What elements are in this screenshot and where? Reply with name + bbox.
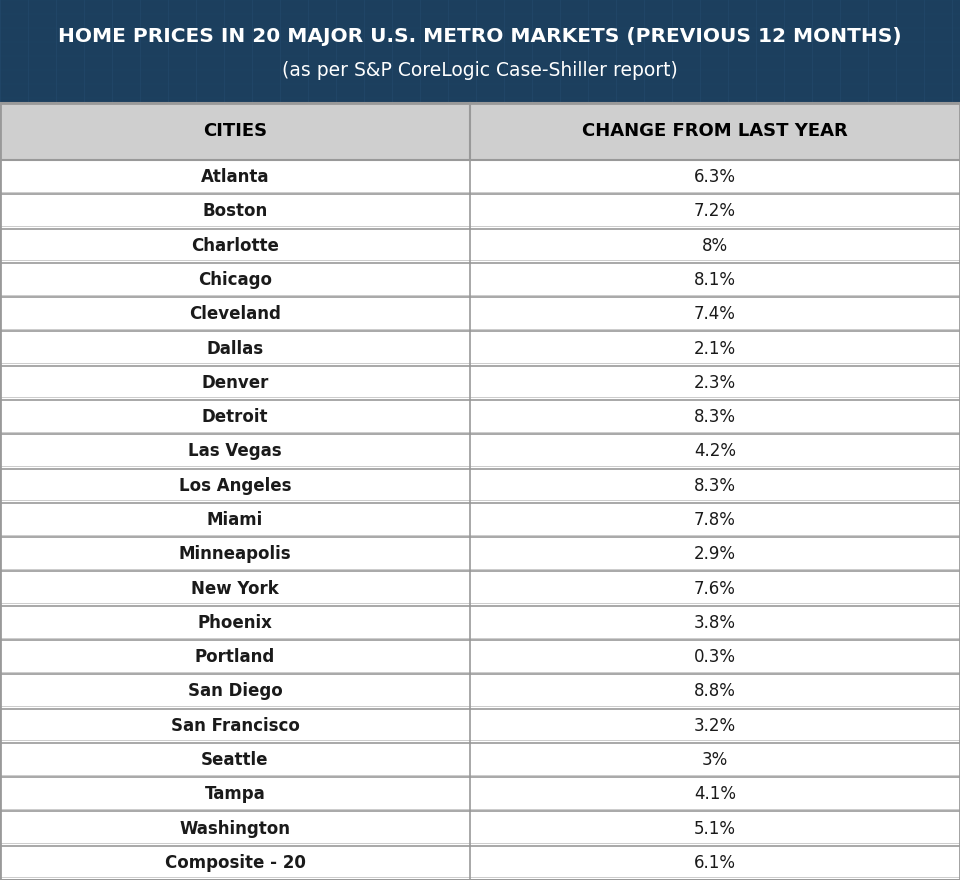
Text: 5.1%: 5.1%: [694, 819, 736, 838]
Text: 7.4%: 7.4%: [694, 305, 736, 323]
Text: Washington: Washington: [180, 819, 291, 838]
Text: Atlanta: Atlanta: [201, 168, 269, 187]
Text: 4.1%: 4.1%: [694, 785, 736, 803]
Text: 8.3%: 8.3%: [694, 477, 736, 495]
Bar: [0, 229, 960, 263]
Bar: [0, 708, 960, 743]
Bar: [0, 846, 960, 880]
Text: 7.8%: 7.8%: [694, 511, 736, 529]
Bar: [0, 435, 960, 468]
Text: Charlotte: Charlotte: [191, 237, 279, 254]
Text: 2.3%: 2.3%: [694, 374, 736, 392]
Bar: [0, 194, 960, 229]
Bar: [0, 263, 960, 297]
Text: Composite - 20: Composite - 20: [164, 854, 305, 872]
Text: San Diego: San Diego: [187, 682, 282, 700]
Bar: [0, 332, 960, 366]
Bar: [0, 0, 960, 103]
Text: CITIES: CITIES: [203, 122, 267, 141]
Bar: [0, 160, 960, 194]
Text: 3%: 3%: [702, 751, 728, 769]
Text: Portland: Portland: [195, 649, 276, 666]
Text: Las Vegas: Las Vegas: [188, 443, 282, 460]
Text: 3.2%: 3.2%: [694, 716, 736, 735]
Text: Seattle: Seattle: [202, 751, 269, 769]
Bar: [0, 400, 960, 435]
Bar: [0, 571, 960, 605]
Text: HOME PRICES IN 20 MAJOR U.S. METRO MARKETS (PREVIOUS 12 MONTHS): HOME PRICES IN 20 MAJOR U.S. METRO MARKE…: [59, 26, 901, 46]
Text: 7.2%: 7.2%: [694, 202, 736, 220]
Bar: [0, 777, 960, 811]
Text: New York: New York: [191, 580, 278, 598]
Text: Phoenix: Phoenix: [198, 614, 273, 632]
Bar: [0, 674, 960, 708]
Bar: [0, 537, 960, 571]
Text: 4.2%: 4.2%: [694, 443, 736, 460]
Bar: [0, 468, 960, 502]
Bar: [0, 640, 960, 674]
Bar: [0, 502, 960, 537]
Bar: [0, 366, 960, 400]
Text: 3.8%: 3.8%: [694, 614, 736, 632]
Text: 6.3%: 6.3%: [694, 168, 736, 187]
Bar: [0, 743, 960, 777]
Text: Cleveland: Cleveland: [189, 305, 281, 323]
Text: Boston: Boston: [203, 202, 268, 220]
Text: CHANGE FROM LAST YEAR: CHANGE FROM LAST YEAR: [582, 122, 848, 141]
Text: (as per S&P CoreLogic Case-Shiller report): (as per S&P CoreLogic Case-Shiller repor…: [282, 61, 678, 79]
Text: 6.1%: 6.1%: [694, 854, 736, 872]
Text: 0.3%: 0.3%: [694, 649, 736, 666]
Text: 8.8%: 8.8%: [694, 682, 736, 700]
Text: 7.6%: 7.6%: [694, 580, 736, 598]
Text: Chicago: Chicago: [198, 271, 272, 289]
Text: 8.3%: 8.3%: [694, 408, 736, 426]
Text: 8%: 8%: [702, 237, 728, 254]
Bar: [0, 297, 960, 332]
Text: Los Angeles: Los Angeles: [179, 477, 291, 495]
Text: Minneapolis: Minneapolis: [179, 546, 291, 563]
Text: Tampa: Tampa: [204, 785, 265, 803]
Text: Detroit: Detroit: [202, 408, 268, 426]
Text: 8.1%: 8.1%: [694, 271, 736, 289]
Bar: [0, 811, 960, 846]
Text: Dallas: Dallas: [206, 340, 264, 357]
Text: 2.9%: 2.9%: [694, 546, 736, 563]
Bar: [0, 103, 960, 160]
Text: 2.1%: 2.1%: [694, 340, 736, 357]
Text: Miami: Miami: [206, 511, 263, 529]
Bar: [0, 103, 960, 880]
Text: Denver: Denver: [202, 374, 269, 392]
Text: San Francisco: San Francisco: [171, 716, 300, 735]
Bar: [0, 605, 960, 640]
